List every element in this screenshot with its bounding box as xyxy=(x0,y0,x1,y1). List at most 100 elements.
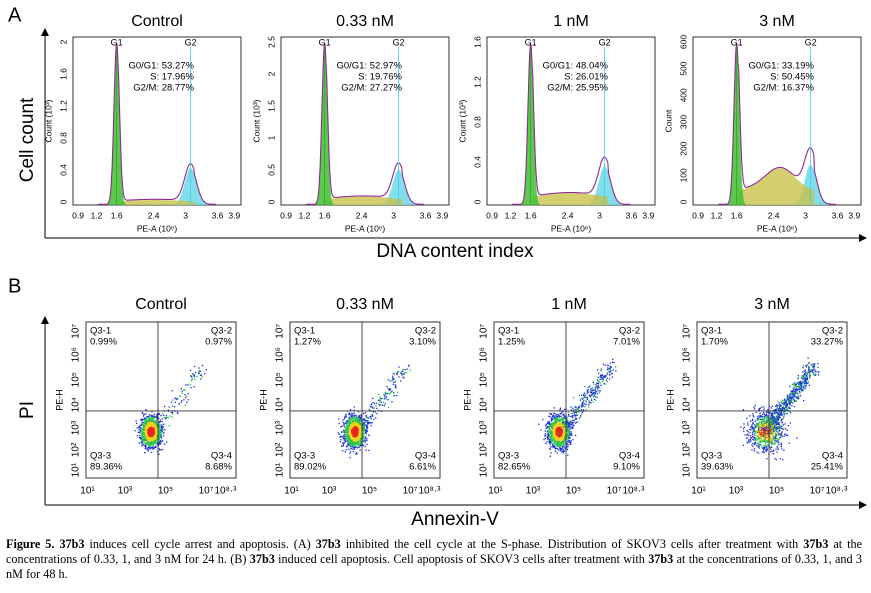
event-dot xyxy=(149,428,151,430)
event-dot xyxy=(808,362,810,364)
event-dot xyxy=(184,389,186,391)
event-dot xyxy=(384,391,386,393)
event-dot xyxy=(155,446,157,449)
event-dot xyxy=(774,424,776,427)
event-dot xyxy=(146,423,148,426)
event-dot xyxy=(341,425,343,427)
event-dot xyxy=(148,443,150,445)
event-dot xyxy=(149,414,151,416)
event-dot xyxy=(193,376,196,378)
event-dot xyxy=(141,418,143,420)
event-dot xyxy=(341,431,343,433)
event-dot xyxy=(404,369,406,371)
event-dot xyxy=(350,443,352,446)
event-dot xyxy=(156,443,159,445)
event-dot xyxy=(804,387,806,390)
event-dot xyxy=(362,434,364,437)
event-dot xyxy=(357,418,359,420)
event-dot xyxy=(348,436,350,438)
event-dot xyxy=(566,435,568,437)
event-dot xyxy=(567,438,569,440)
event-dot xyxy=(369,416,371,418)
event-dot xyxy=(553,445,556,447)
event-dot xyxy=(352,448,354,450)
event-dot xyxy=(566,418,568,421)
event-dot xyxy=(558,431,560,434)
event-dot xyxy=(793,387,795,389)
event-dot xyxy=(343,439,345,441)
phase-stat: S: 50.45% xyxy=(770,72,814,83)
event-dot xyxy=(139,426,141,428)
event-dot xyxy=(588,402,590,404)
event-dot xyxy=(155,434,157,437)
event-dot xyxy=(147,433,149,435)
event-dot xyxy=(549,440,551,442)
event-dot xyxy=(155,435,158,437)
event-dot xyxy=(344,415,346,418)
event-dot xyxy=(566,436,568,438)
event-dot xyxy=(388,389,390,391)
event-dot xyxy=(756,445,758,447)
event-dot xyxy=(153,433,156,435)
event-dot xyxy=(799,388,801,390)
event-dot xyxy=(557,434,560,437)
event-dot xyxy=(558,422,560,424)
event-dot xyxy=(145,435,147,438)
event-dot xyxy=(554,437,556,439)
event-dot xyxy=(357,438,359,440)
event-dot xyxy=(768,439,771,442)
event-dot xyxy=(156,428,158,430)
event-dot xyxy=(559,419,562,421)
event-dot xyxy=(357,437,360,439)
event-dot xyxy=(352,417,355,419)
event-dot xyxy=(553,436,555,438)
event-dot xyxy=(760,444,762,446)
event-dot xyxy=(585,396,587,398)
event-dot xyxy=(815,373,817,375)
event-dot xyxy=(782,424,785,426)
event-dot xyxy=(159,427,161,429)
event-dot xyxy=(767,423,770,425)
event-dot xyxy=(572,407,574,410)
event-dot xyxy=(357,442,359,445)
event-dot xyxy=(562,418,564,420)
event-dot xyxy=(356,426,358,428)
event-dot xyxy=(179,395,181,397)
event-dot xyxy=(364,441,366,443)
event-dot xyxy=(354,422,356,425)
axis-title: DNA content index xyxy=(376,241,534,262)
event-dot xyxy=(149,442,151,444)
event-dot xyxy=(355,436,357,439)
event-dot xyxy=(356,438,358,440)
event-dot xyxy=(359,442,362,444)
event-dot xyxy=(573,412,576,414)
event-dot xyxy=(791,398,793,401)
event-dot xyxy=(350,434,352,436)
event-dot xyxy=(345,429,347,432)
event-dot xyxy=(356,444,358,446)
x-tick-label: 3 xyxy=(597,210,602,220)
event-dot xyxy=(150,433,152,435)
event-dot xyxy=(770,442,773,444)
event-dot xyxy=(772,450,775,452)
event-dot xyxy=(158,417,160,419)
event-dot xyxy=(552,429,554,432)
event-dot xyxy=(568,429,570,431)
event-dot xyxy=(611,376,614,378)
event-dot xyxy=(605,379,608,381)
x-tick-label: 3 xyxy=(803,210,808,220)
event-dot xyxy=(549,424,551,427)
event-dot xyxy=(556,426,558,428)
event-dot xyxy=(342,421,344,423)
event-dot xyxy=(145,440,147,442)
event-dot xyxy=(552,439,554,441)
event-dot xyxy=(550,446,552,448)
event-dot xyxy=(155,423,157,425)
event-dot xyxy=(163,443,166,445)
event-dot xyxy=(356,439,358,442)
event-dot xyxy=(574,434,577,437)
peak-label: G2 xyxy=(185,37,197,47)
x-tick-label: 10⁷ xyxy=(403,486,418,497)
x-tick-label: 10¹ xyxy=(80,486,95,497)
event-dot xyxy=(564,432,566,434)
